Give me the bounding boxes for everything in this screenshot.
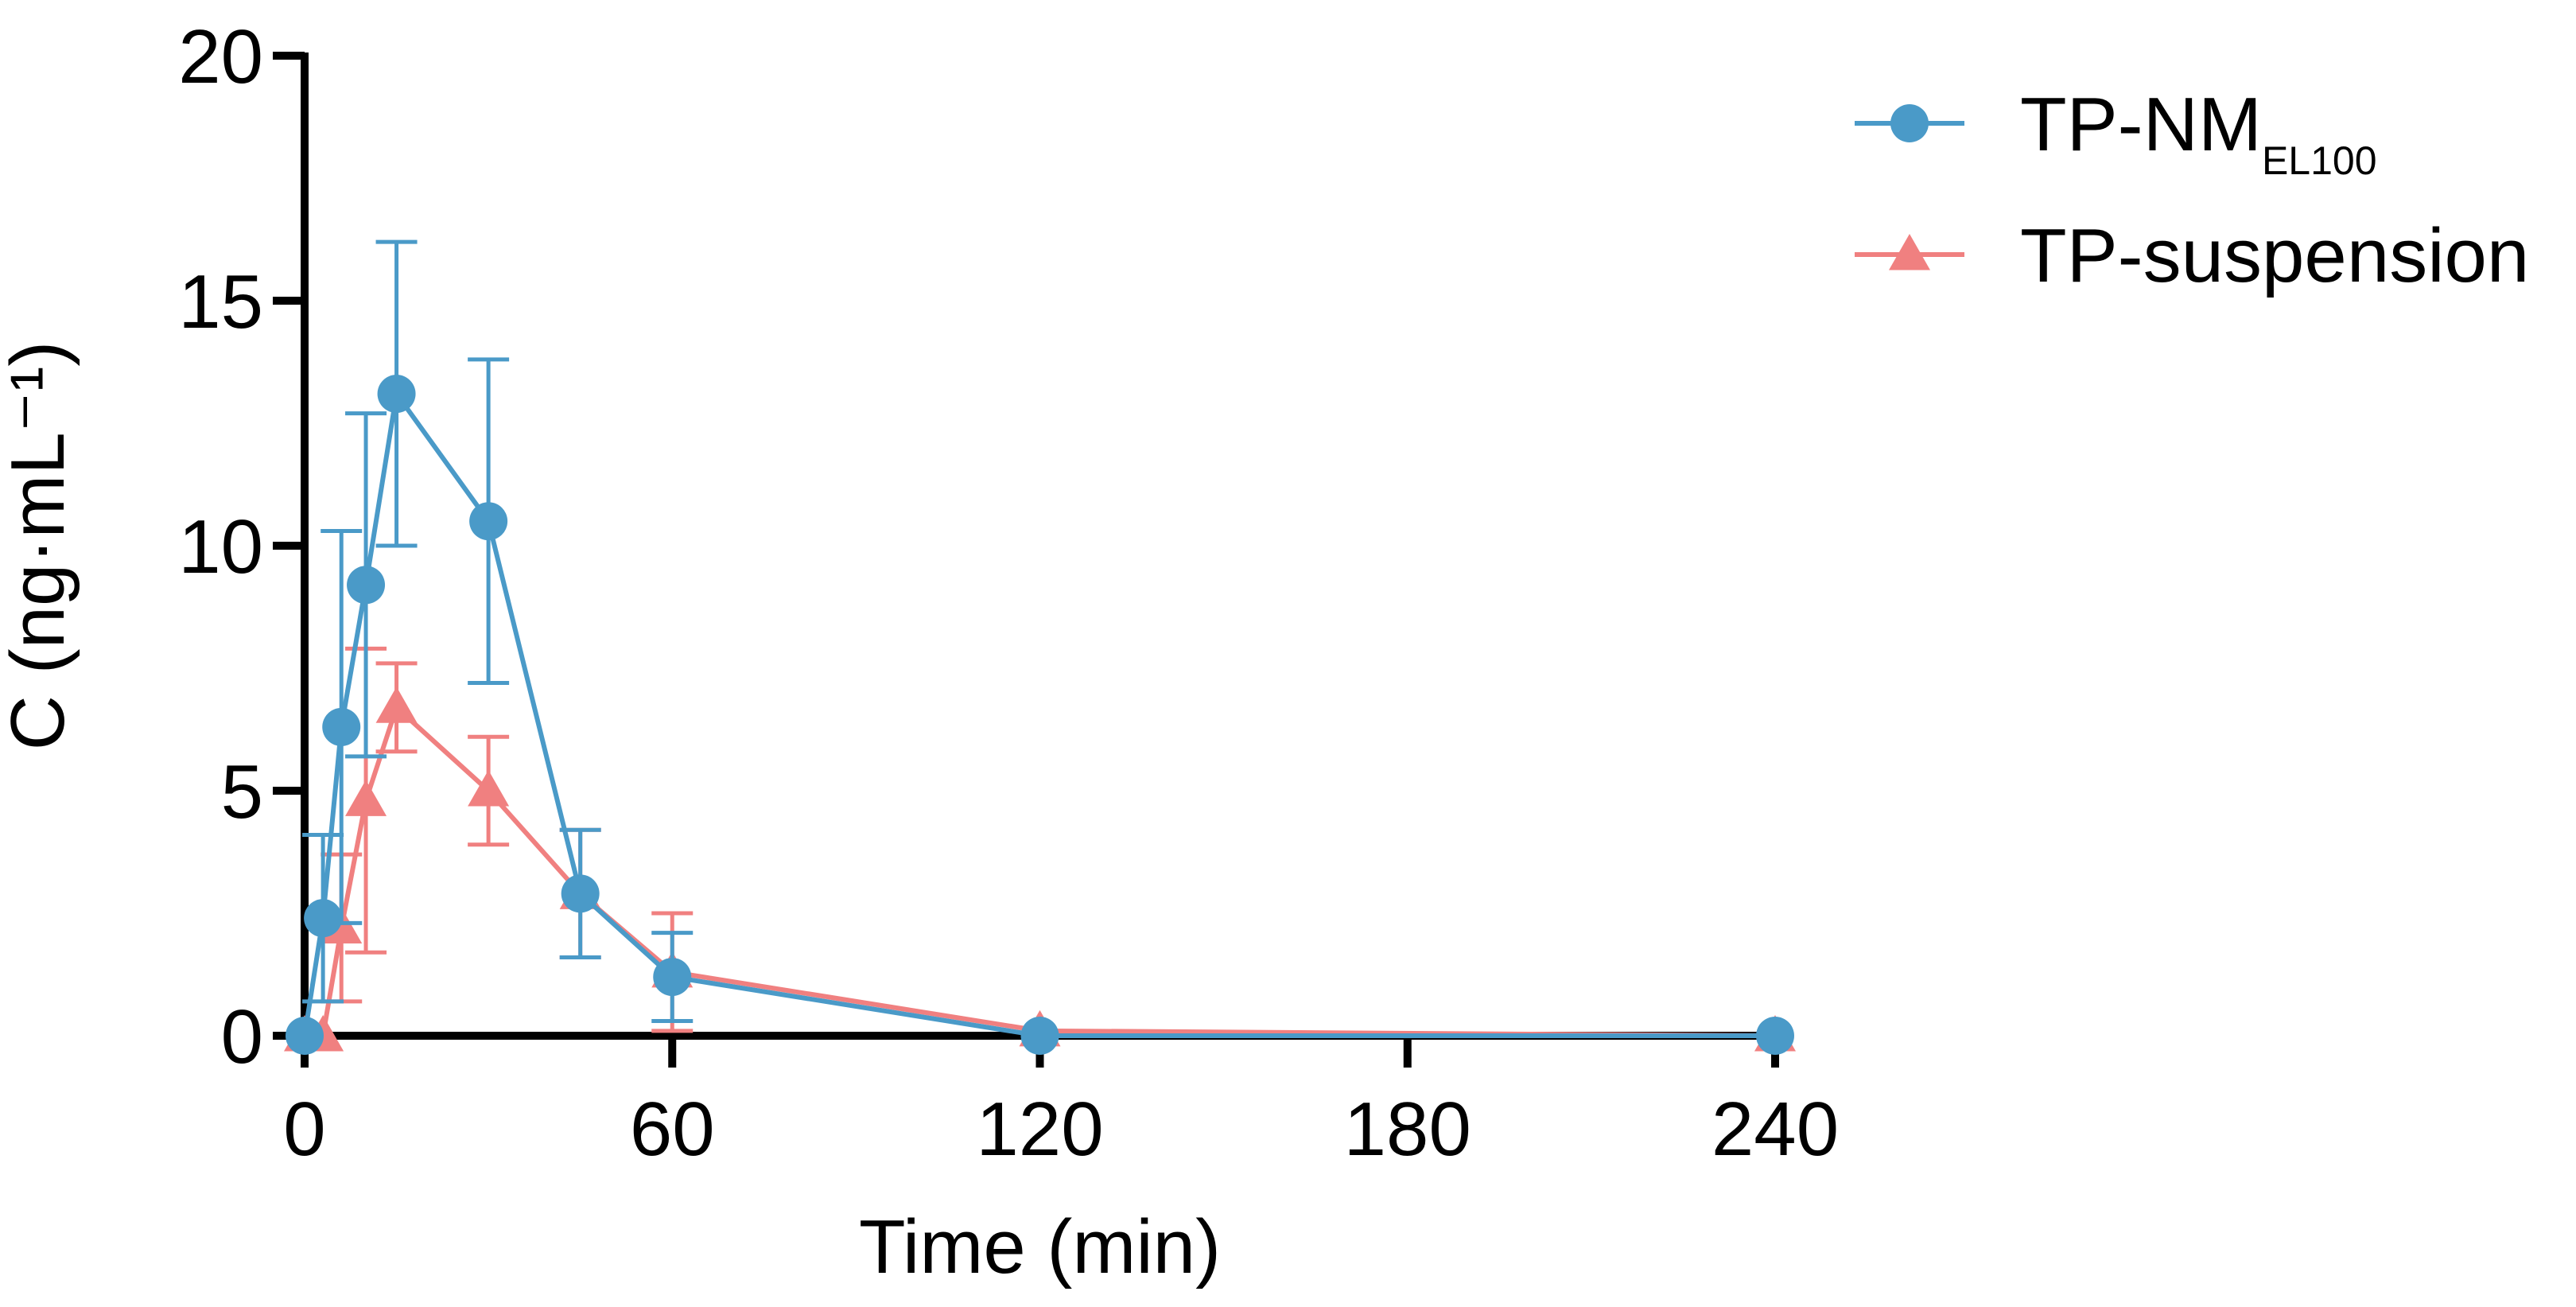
x-axis-title: Time (min) xyxy=(859,1204,1221,1289)
series-tp-suspension xyxy=(284,646,1796,1052)
x-tick-label: 240 xyxy=(1712,1087,1839,1172)
data-point xyxy=(345,780,387,816)
y-tick-label: 10 xyxy=(178,504,263,589)
data-point xyxy=(1756,1017,1794,1055)
data-point xyxy=(347,566,386,605)
x-tick-label: 180 xyxy=(1344,1087,1471,1172)
data-point xyxy=(469,502,508,541)
series-tp-nm xyxy=(286,239,1794,1055)
data-point xyxy=(561,874,600,913)
y-tick-label: 20 xyxy=(178,14,263,99)
y-tick-label: 0 xyxy=(221,994,263,1079)
data-point xyxy=(322,707,361,746)
data-point xyxy=(1020,1017,1059,1055)
series-layer xyxy=(284,239,1796,1055)
axes: 0 5 10 15 20 0 60 120 180 240 xyxy=(178,14,1839,1172)
data-point xyxy=(304,899,343,938)
y-axis-title: C (ng·mL⁻¹) xyxy=(0,341,80,751)
x-tick-label: 0 xyxy=(283,1087,325,1172)
data-point xyxy=(377,375,416,414)
data-point xyxy=(468,770,510,807)
legend-marker xyxy=(1889,234,1930,270)
y-tick-label: 5 xyxy=(221,749,263,834)
legend-item-tp-nm: TP-NMEL100 xyxy=(1855,82,2377,183)
legend-marker xyxy=(1890,104,1929,142)
series-line xyxy=(305,702,1776,1038)
legend-label: TP-NMEL100 xyxy=(2020,82,2377,183)
x-tick-label: 120 xyxy=(976,1087,1103,1172)
x-tick-label: 60 xyxy=(630,1087,715,1172)
legend-label: TP-suspension xyxy=(2020,213,2529,298)
data-point xyxy=(375,687,418,723)
legend-label-subscript: EL100 xyxy=(2262,138,2377,183)
data-point xyxy=(286,1017,324,1055)
series-line xyxy=(302,387,1775,1038)
legend-item-tp-suspension: TP-suspension xyxy=(1855,213,2529,298)
legend: TP-NMEL100 TP-suspension xyxy=(1855,82,2529,298)
data-point xyxy=(653,958,692,997)
y-tick-label: 15 xyxy=(178,259,263,344)
